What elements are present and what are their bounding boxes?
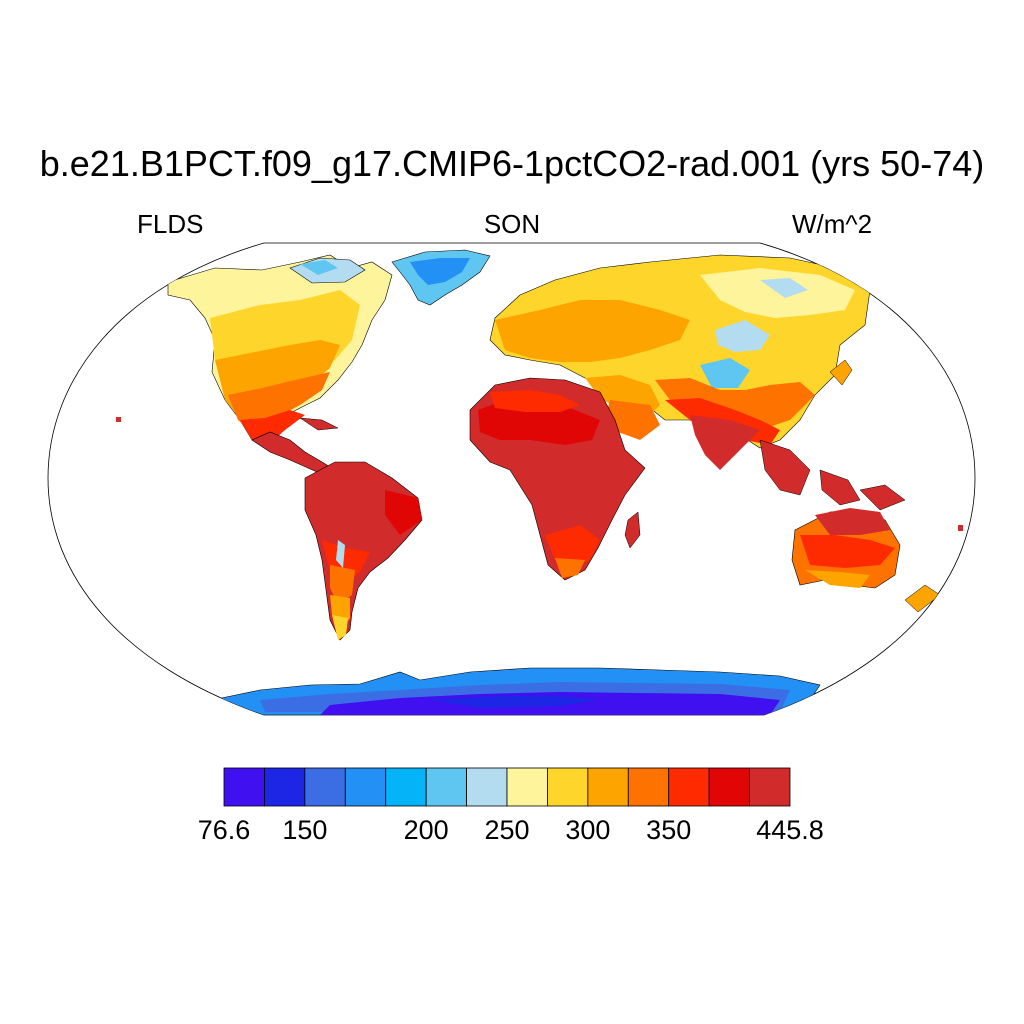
colorbar-swatch xyxy=(668,767,710,807)
pacific-island xyxy=(958,525,963,531)
eurasia-landmass xyxy=(489,254,871,496)
hawaii-island xyxy=(116,417,121,422)
variable-label: FLDS xyxy=(137,209,204,239)
australia-landmass xyxy=(791,508,941,613)
colorbar-swatch xyxy=(547,767,589,807)
colorbar-swatch xyxy=(587,767,629,807)
colorbar-tick-label: 250 xyxy=(484,815,530,845)
colorbar-swatch xyxy=(506,767,548,807)
colorbar-swatch xyxy=(466,767,508,807)
north-america-landmass xyxy=(167,254,393,477)
colorbar-swatch xyxy=(223,767,265,807)
greenland-landmass xyxy=(391,249,491,306)
colorbar-swatch xyxy=(385,767,427,807)
colorbar-tick-label: 150 xyxy=(282,815,328,845)
colorbar-swatch xyxy=(425,767,467,807)
colorbar-swatch xyxy=(708,767,750,807)
land-field xyxy=(116,249,963,715)
colorbar-tick-label: 445.8 xyxy=(756,815,824,845)
units-label: W/m^2 xyxy=(792,209,873,239)
colorbar-swatch xyxy=(304,767,346,807)
africa-landmass xyxy=(469,377,646,581)
season-label: SON xyxy=(483,209,541,239)
colorbar-swatch xyxy=(627,767,670,807)
south-america-landmass xyxy=(304,461,423,641)
antarctica-landmass xyxy=(211,667,821,715)
colorbar-swatch xyxy=(264,767,306,807)
colorbar-tick-label: 76.6 xyxy=(197,815,251,845)
colorbar-swatch xyxy=(749,767,791,807)
figure-title: b.e21.B1PCT.f09_g17.CMIP6-1pctCO2-rad.00… xyxy=(39,143,985,184)
colorbar-tick-label: 350 xyxy=(646,815,692,845)
colorbar xyxy=(223,767,791,807)
east-asia-islands xyxy=(819,359,906,511)
colorbar-tick-label: 200 xyxy=(403,815,449,845)
colorbar-tick-label: 300 xyxy=(565,815,611,845)
colorbar-swatch xyxy=(344,767,387,807)
